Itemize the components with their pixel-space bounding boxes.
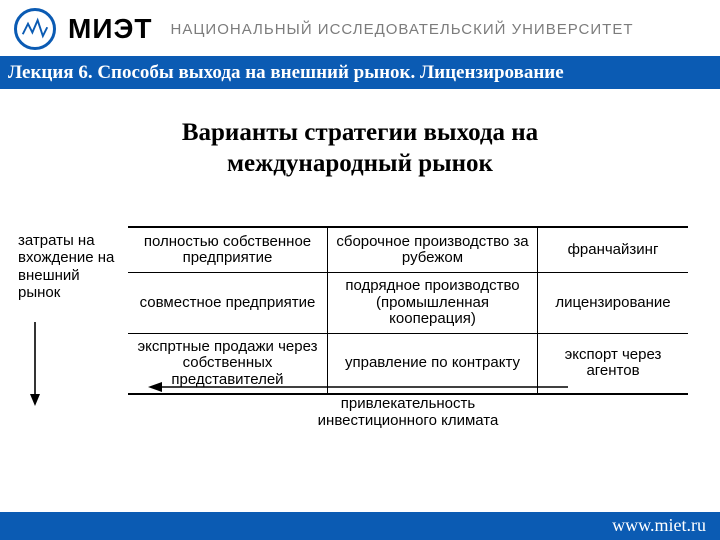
table-row: совместное предприятие подрядное произво… xyxy=(128,273,688,334)
logo-icon xyxy=(14,8,56,50)
y-axis-label: затраты на вхождение на внешний рынок xyxy=(18,232,118,301)
x-axis: привлекательность инвестиционного климат… xyxy=(128,380,688,429)
x-axis-label: привлекательность инвестиционного климат… xyxy=(128,396,688,429)
cell: франчайзинг xyxy=(538,228,688,272)
footer-url: www.miet.ru xyxy=(612,515,706,535)
x-label-line-1: привлекательность xyxy=(341,395,475,412)
y-axis-arrow-icon xyxy=(28,322,42,406)
cell: сборочное производство за рубежом xyxy=(328,228,538,272)
x-axis-arrow-icon xyxy=(148,380,568,394)
matrix-grid: полностью собственное предприятие сбороч… xyxy=(128,226,688,395)
brand-name: МИЭТ xyxy=(68,13,152,45)
header: МИЭТ НАЦИОНАЛЬНЫЙ ИССЛЕДОВАТЕЛЬСКИЙ УНИВ… xyxy=(0,0,720,56)
footer-bar: www.miet.ru xyxy=(0,512,720,540)
table-row: полностью собственное предприятие сбороч… xyxy=(128,228,688,273)
cell: подрядное производство (промышленная коо… xyxy=(328,273,538,333)
brand-subtitle: НАЦИОНАЛЬНЫЙ ИССЛЕДОВАТЕЛЬСКИЙ УНИВЕРСИТ… xyxy=(170,21,633,38)
title-line-2: международный рынок xyxy=(227,150,493,177)
title-line-1: Варианты стратегии выхода на xyxy=(182,119,538,146)
cell: совместное предприятие xyxy=(128,273,328,333)
cell: лицензирование xyxy=(538,273,688,333)
x-label-line-2: инвестиционного климата xyxy=(318,412,499,429)
cell: полностью собственное предприятие xyxy=(128,228,328,272)
lecture-title-bar: Лекция 6. Способы выхода на внешний рыно… xyxy=(0,56,720,89)
slide-title: Варианты стратегии выхода на международн… xyxy=(0,117,720,180)
